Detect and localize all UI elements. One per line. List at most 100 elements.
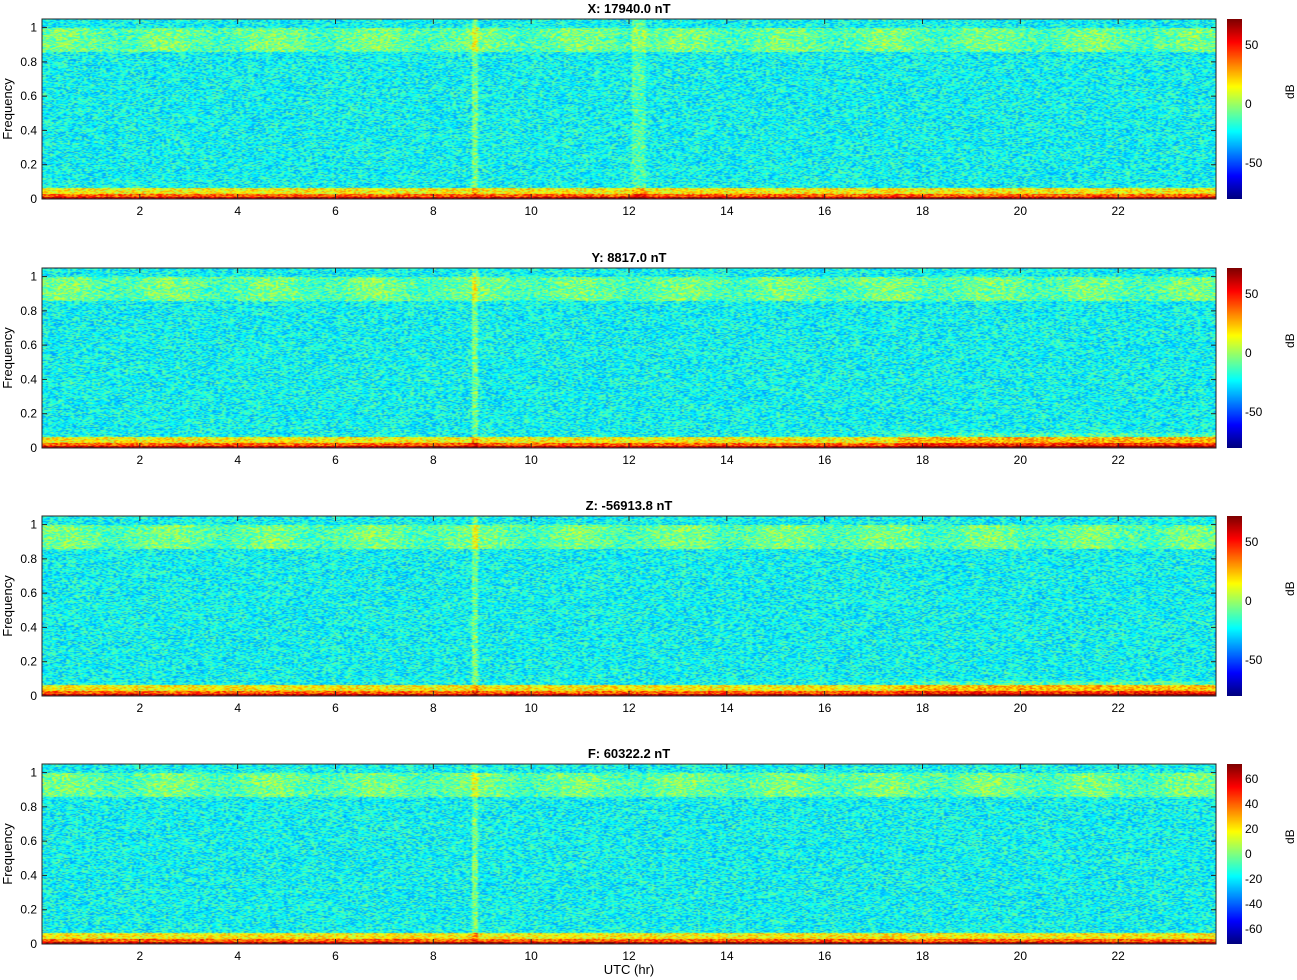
x-tick-label: 4 <box>234 453 241 467</box>
y-tick-label: 0.2 <box>20 407 37 421</box>
y-tick-label: 0.4 <box>20 372 37 386</box>
y-tick-label: 1 <box>30 766 37 780</box>
colorbar-tick-label: 0 <box>1245 97 1252 112</box>
x-tick-label: 20 <box>1014 701 1028 715</box>
y-tick-label: 0 <box>30 937 37 951</box>
x-tick-label: 16 <box>818 949 832 963</box>
y-tick-label: 0.4 <box>20 620 37 634</box>
y-tick-label: 0.6 <box>20 834 37 848</box>
y-tick-label: 0 <box>30 441 37 455</box>
colorbar-tick-label: 0 <box>1245 847 1252 861</box>
panel-title: X: 17940.0 nT <box>587 1 671 16</box>
x-tick-label: 22 <box>1111 701 1125 715</box>
y-tick-label: 0 <box>30 192 37 206</box>
colorbar <box>1227 268 1242 448</box>
x-tick-label: 16 <box>818 453 832 467</box>
y-axis-label: Frequency <box>0 78 15 140</box>
x-tick-label: 6 <box>332 701 339 715</box>
y-axis-label: Frequency <box>0 327 15 389</box>
x-tick-label: 18 <box>916 204 930 218</box>
spectrogram-image <box>42 268 1216 448</box>
x-tick-label: 8 <box>430 701 437 715</box>
spectrogram-image <box>42 516 1216 696</box>
colorbar-tick-label: 50 <box>1245 38 1259 53</box>
x-tick-label: 2 <box>136 701 143 715</box>
colorbar-tick-label: -50 <box>1245 405 1263 420</box>
x-tick-label: 14 <box>720 204 734 218</box>
y-tick-label: 1 <box>30 270 37 284</box>
x-tick-label: 14 <box>720 949 734 963</box>
colorbar-tick-label: 50 <box>1245 535 1259 550</box>
plot-frame <box>41 763 1217 945</box>
y-tick-label: 0 <box>30 689 37 703</box>
plot-frame <box>41 18 1217 200</box>
colorbar-label: dB <box>1283 581 1297 596</box>
colorbar-tick-label: 60 <box>1245 772 1259 786</box>
x-tick-label: 12 <box>622 701 636 715</box>
colorbar-tick-label: 0 <box>1245 346 1252 361</box>
colorbar-tick-label: 0 <box>1245 594 1252 609</box>
spectrogram-image <box>42 19 1216 199</box>
panel-title: Z: -56913.8 nT <box>585 498 673 513</box>
plot-frame <box>41 515 1217 697</box>
y-tick-label: 0.4 <box>20 868 37 882</box>
colorbar-tick-label: -20 <box>1245 872 1263 886</box>
colorbar-tick-label: -40 <box>1245 897 1263 911</box>
x-tick-label: 18 <box>916 949 930 963</box>
x-tick-label: 2 <box>136 949 143 963</box>
colorbar <box>1227 764 1242 944</box>
x-tick-label: 4 <box>234 701 241 715</box>
x-tick-label: 20 <box>1014 453 1028 467</box>
plot-frame <box>41 267 1217 449</box>
x-tick-label: 10 <box>524 949 538 963</box>
colorbar-tick-label: 20 <box>1245 822 1259 836</box>
x-tick-label: 22 <box>1111 949 1125 963</box>
y-tick-label: 0.8 <box>20 304 37 318</box>
y-tick-label: 0.8 <box>20 552 37 566</box>
x-tick-label: 4 <box>234 204 241 218</box>
x-tick-label: 12 <box>622 949 636 963</box>
y-tick-label: 0.2 <box>20 655 37 669</box>
panel-title: F: 60322.2 nT <box>587 746 671 761</box>
colorbar <box>1227 19 1242 199</box>
x-tick-label: 22 <box>1111 453 1125 467</box>
y-tick-label: 1 <box>30 21 37 35</box>
x-tick-label: 12 <box>622 453 636 467</box>
colorbar <box>1227 516 1242 696</box>
x-tick-label: 20 <box>1014 204 1028 218</box>
y-axis-label: Frequency <box>0 823 15 885</box>
y-tick-label: 0.4 <box>20 123 37 137</box>
x-tick-label: 22 <box>1111 204 1125 218</box>
axes: 2 4 6 8 10 12 14 16 18 20 22 0 0.2 0.4 0.6 0.8 1 <box>20 18 1217 218</box>
colorbar-tick-label: -60 <box>1245 922 1263 936</box>
axes: 2 4 6 8 10 12 14 16 18 20 22 0 0.2 0.4 0.6 0.8 1 <box>20 515 1217 715</box>
y-tick-label: 0.2 <box>20 903 37 917</box>
x-tick-label: 10 <box>524 701 538 715</box>
x-tick-label: 2 <box>136 204 143 218</box>
x-tick-label: 6 <box>332 453 339 467</box>
x-tick-label: 18 <box>916 453 930 467</box>
x-tick-label: 14 <box>720 701 734 715</box>
colorbar-tick-label: -50 <box>1245 653 1263 668</box>
x-tick-label: 2 <box>136 453 143 467</box>
y-tick-label: 0.6 <box>20 586 37 600</box>
y-tick-label: 0.6 <box>20 89 37 103</box>
axes: 2 4 6 8 10 12 14 16 18 20 22 0 0.2 0.4 0.6 0.8 1 <box>20 267 1217 467</box>
colorbar-label: dB <box>1283 84 1297 99</box>
x-tick-label: 6 <box>332 204 339 218</box>
x-tick-label: 16 <box>818 204 832 218</box>
panel-title: Y: 8817.0 nT <box>591 250 667 265</box>
x-tick-label: 12 <box>622 204 636 218</box>
x-tick-label: 14 <box>720 453 734 467</box>
y-tick-label: 1 <box>30 518 37 532</box>
y-tick-label: 0.8 <box>20 800 37 814</box>
y-axis-label: Frequency <box>0 575 15 637</box>
x-tick-label: 8 <box>430 453 437 467</box>
spectrogram-image <box>42 764 1216 944</box>
x-tick-label: 8 <box>430 204 437 218</box>
x-tick-label: 8 <box>430 949 437 963</box>
colorbar-label: dB <box>1283 333 1297 348</box>
x-tick-label: 6 <box>332 949 339 963</box>
x-tick-label: 4 <box>234 949 241 963</box>
x-tick-label: 18 <box>916 701 930 715</box>
